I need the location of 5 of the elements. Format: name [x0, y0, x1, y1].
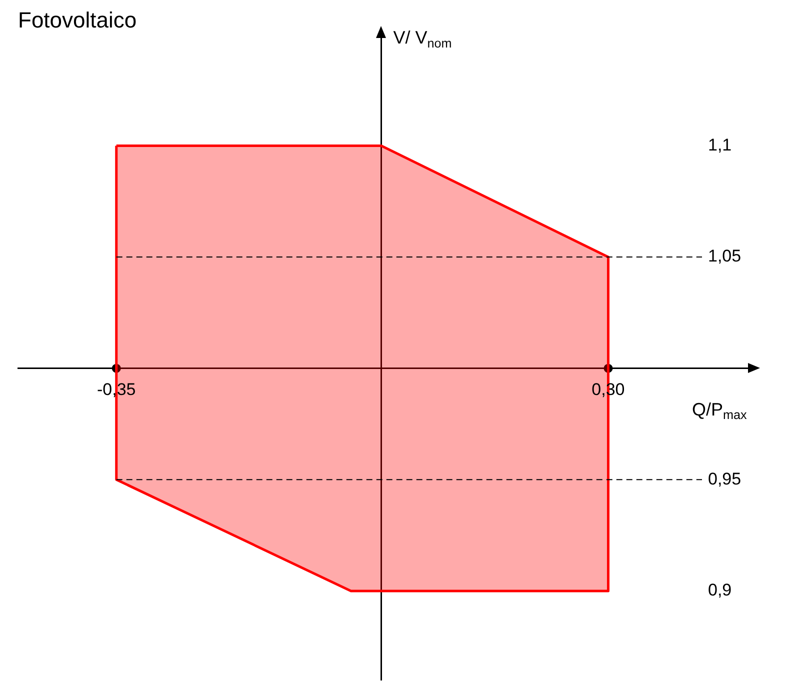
chart-title: Fotovoltaico	[18, 7, 137, 32]
y-tick-label: 0,9	[708, 580, 732, 600]
y-tick-label: 0,95	[708, 469, 742, 488]
y-tick-label: 1,1	[708, 135, 732, 154]
y-tick-label: 1,05	[708, 246, 742, 266]
